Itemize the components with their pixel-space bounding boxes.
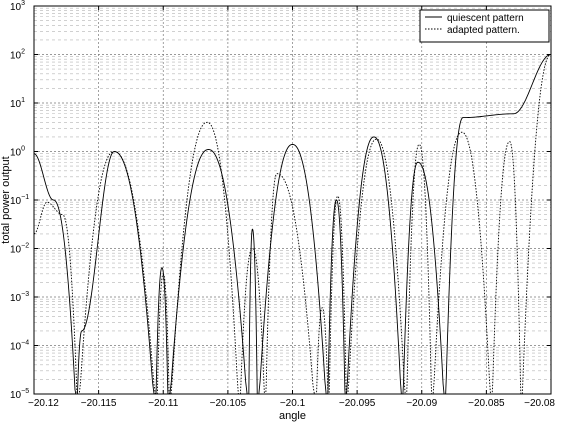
x-tick-label: −20.115 <box>81 398 117 409</box>
x-tick-label: −20.095 <box>339 398 376 409</box>
y-tick-label: 10−5 <box>10 388 29 401</box>
legend-box <box>419 9 550 43</box>
y-axis-label: total power output <box>0 156 12 243</box>
y-tick-label: 10−2 <box>10 243 29 256</box>
x-tick-label: −20.1 <box>280 398 306 409</box>
tick-marks <box>33 5 552 395</box>
grid <box>33 5 552 395</box>
legend-label-quiescent: quiescent pattern <box>447 13 524 24</box>
y-tick-label: 103 <box>10 0 25 13</box>
series-adapted-line <box>34 54 551 394</box>
series-quiescent-line <box>34 54 551 394</box>
x-tick-label: −20.11 <box>148 398 179 409</box>
legend-label-adapted: adapted pattern. <box>447 25 520 36</box>
x-tick-label: −20.085 <box>468 398 505 409</box>
y-tick-label: 102 <box>10 49 25 62</box>
y-tick-label: 10−4 <box>10 340 29 353</box>
x-tick-label: −20.12 <box>28 398 59 409</box>
x-tick-labels: −20.12 −20.115 −20.11 −20.105 −20.1 −20.095 −2… <box>28 398 555 409</box>
x-tick-label: −20.09 <box>406 398 437 409</box>
legend: quiescent pattern adapted pattern. <box>419 9 550 43</box>
x-tick-label: −20.105 <box>210 398 247 409</box>
y-tick-label: 100 <box>10 146 25 159</box>
y-tick-label: 10−3 <box>10 291 29 304</box>
y-tick-label: 101 <box>10 97 25 110</box>
x-axis-label: angle <box>279 410 306 422</box>
y-tick-label: 10−1 <box>10 194 29 207</box>
series-layer <box>34 54 551 394</box>
x-tick-label: −20.08 <box>524 398 555 409</box>
y-tick-labels: 10−5 10−4 10−3 10−2 10−1 100 101 102 103 <box>10 0 29 401</box>
